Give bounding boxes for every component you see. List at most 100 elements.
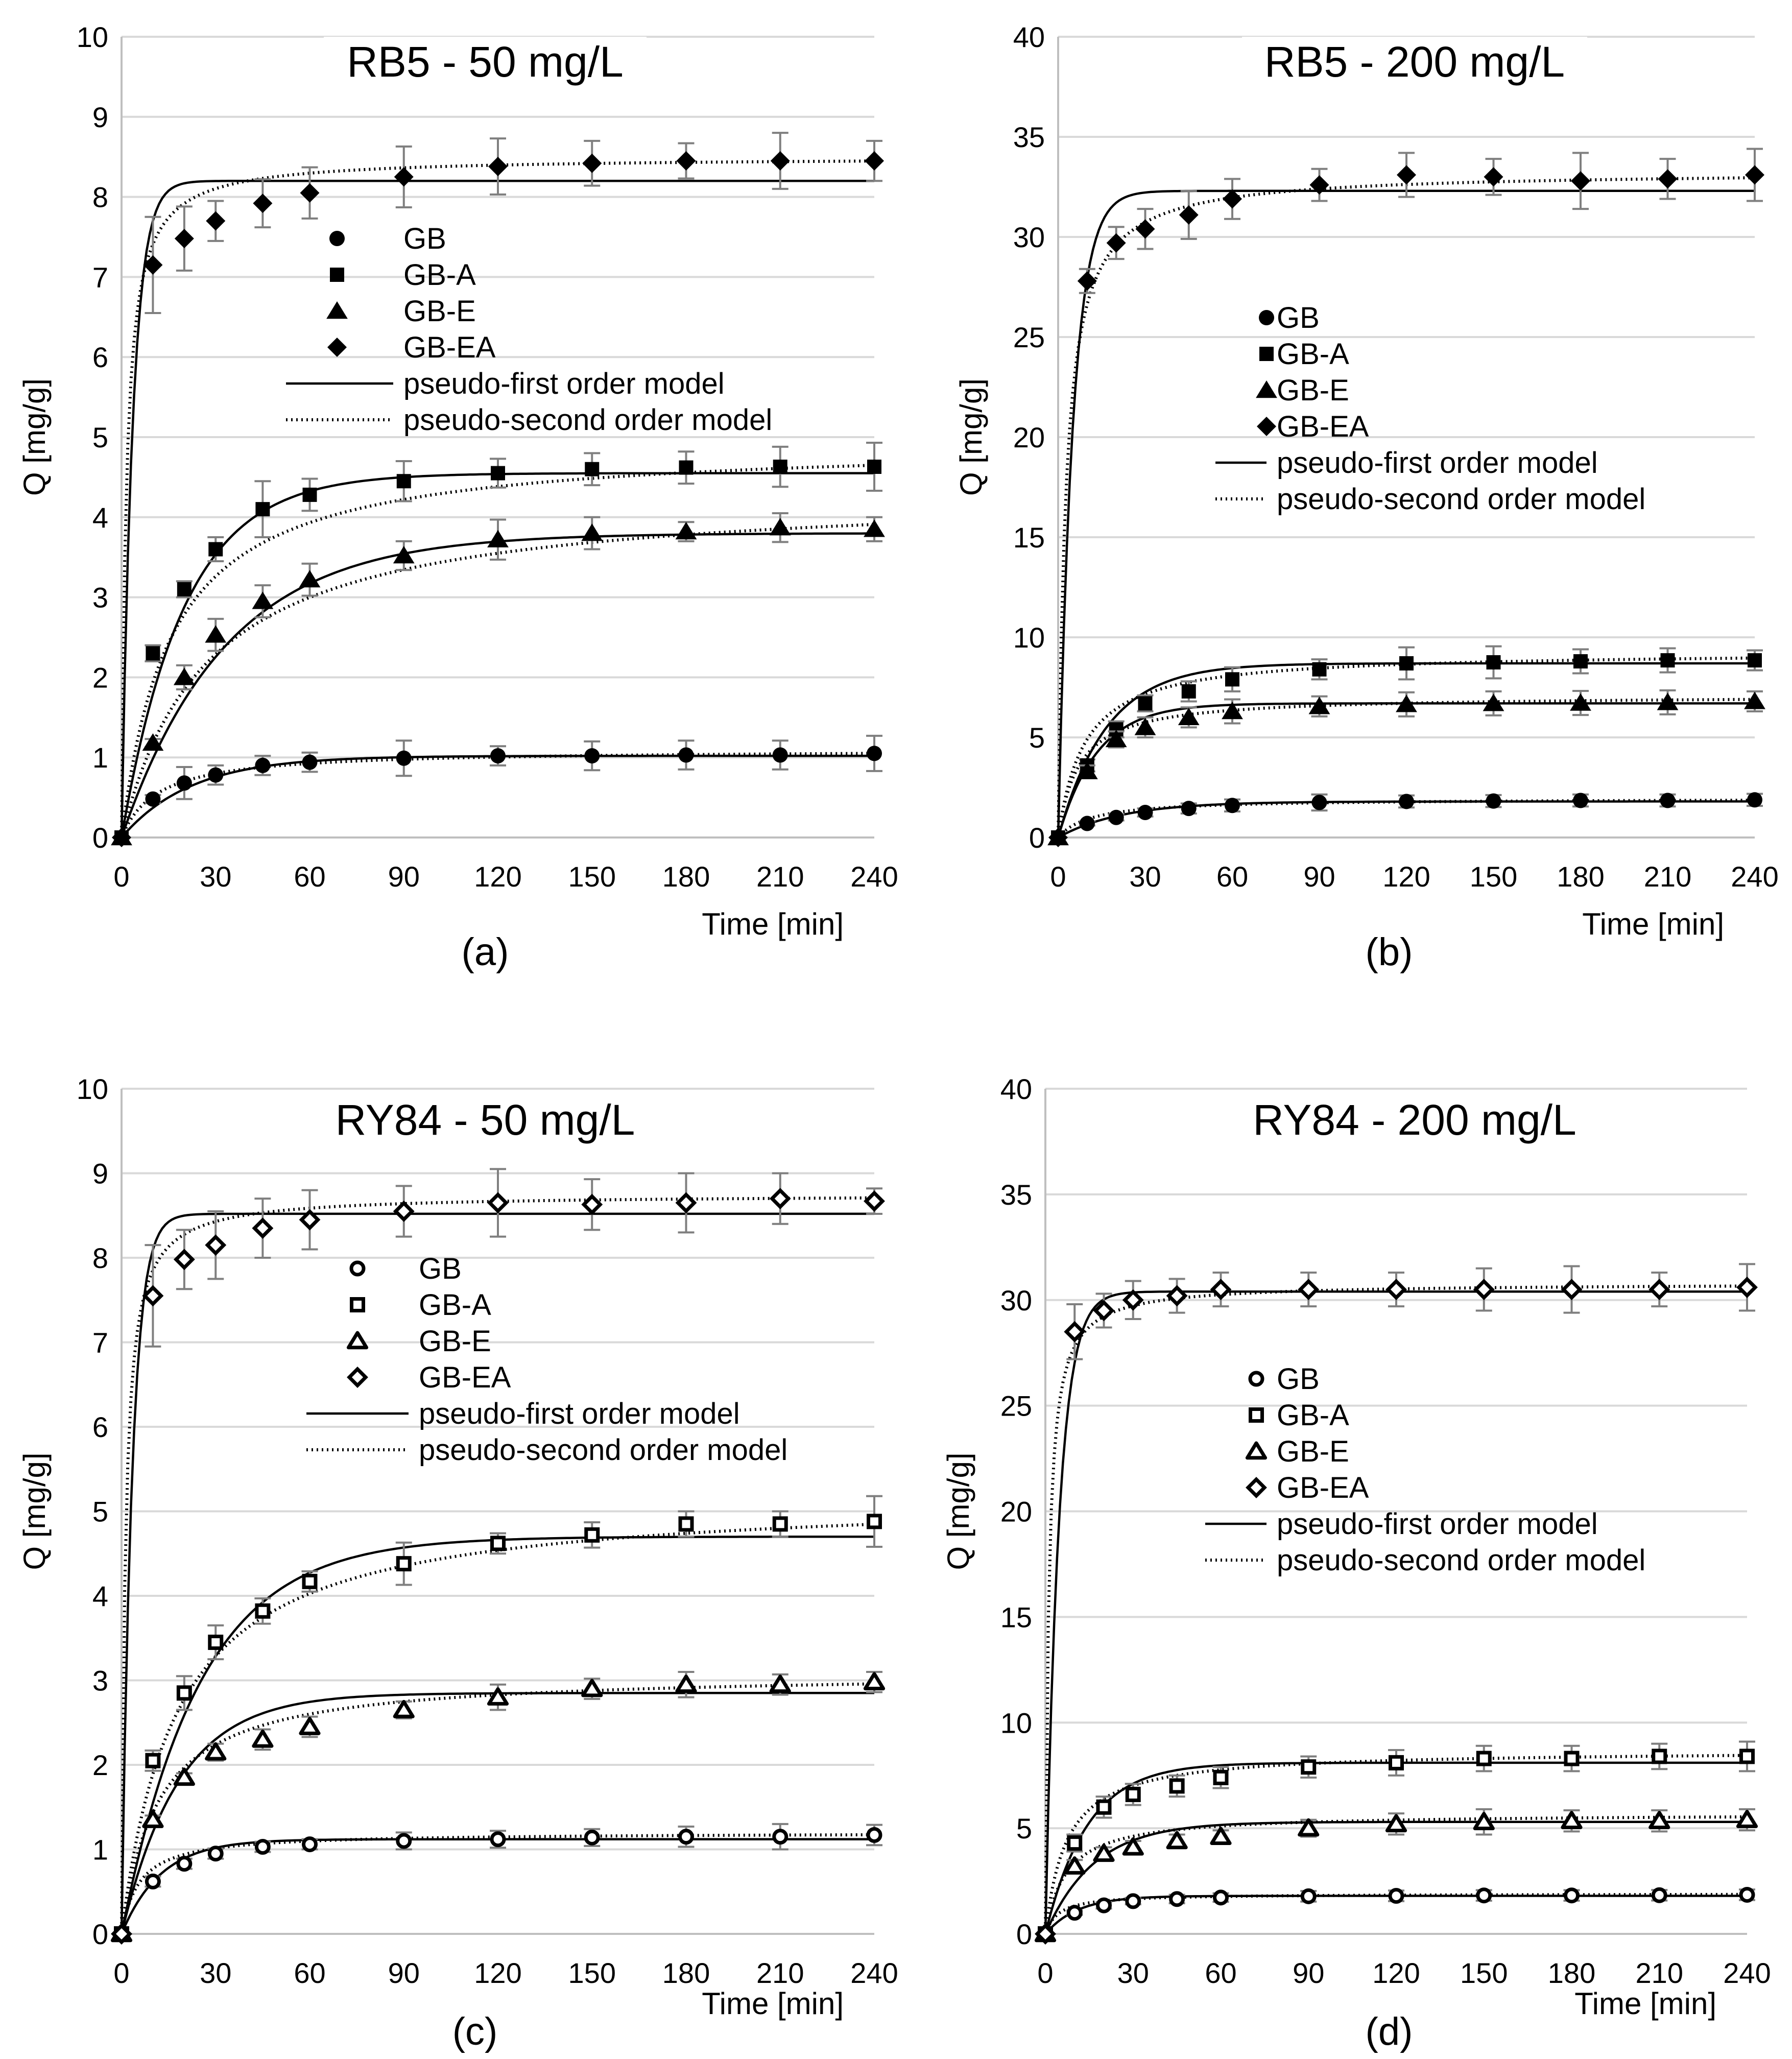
legend-marker-gb — [1248, 1371, 1264, 1387]
data-point-gb-e — [1210, 1827, 1232, 1845]
data-point-gb-ea — [142, 1285, 164, 1307]
data-point-gb — [584, 748, 600, 764]
data-point-gb — [1066, 1905, 1083, 1921]
data-point-gb-a — [1125, 1786, 1141, 1802]
data-point-gb-ea — [173, 1249, 195, 1271]
legend-marker-gb-e — [1245, 1441, 1268, 1460]
x-tick-label: 210 — [756, 1957, 804, 1989]
data-point-gb-e — [487, 530, 509, 547]
legend-label-gb: GB — [1277, 1362, 1320, 1396]
y-tick-label: 10 — [77, 1073, 108, 1105]
legend-label-pfo: pseudo-first order model — [419, 1397, 740, 1430]
data-point-gb-e — [1134, 717, 1156, 735]
data-point-gb-ea — [1658, 169, 1678, 189]
data-point-gb-ea — [770, 151, 790, 171]
data-point-gb-e — [142, 1810, 164, 1828]
y-axis-title: Q [mg/g] — [17, 1452, 52, 1570]
x-tick-label: 120 — [474, 1957, 521, 1989]
data-point-gb-a — [1476, 1751, 1492, 1766]
chart-title: RY84 - 50 mg/L — [336, 1096, 635, 1144]
data-point-gb-e — [252, 1729, 274, 1748]
data-point-gb — [1225, 798, 1240, 813]
data-point-gb-e — [581, 523, 603, 541]
data-point-gb-ea — [1223, 189, 1242, 209]
legend-label-gb: GB — [419, 1252, 462, 1285]
y-tick-label: 8 — [92, 1242, 108, 1274]
x-tick-label: 120 — [1382, 860, 1430, 893]
legend-label-gb-e: GB-E — [1277, 1435, 1349, 1468]
y-tick-label: 20 — [1000, 1496, 1032, 1528]
data-point-gb-ea — [394, 167, 414, 187]
data-point-gb-a — [396, 474, 411, 489]
data-point-gb-e — [1385, 1814, 1407, 1833]
data-point-gb-ea — [1064, 1321, 1086, 1343]
data-point-gb-e — [863, 1672, 886, 1691]
data-point-gb-a — [1389, 1755, 1404, 1770]
data-point-gb — [1300, 1888, 1317, 1904]
data-point-gb-e — [1483, 693, 1504, 711]
pso-curve-gb — [120, 1833, 874, 1934]
data-point-gb-ea — [488, 157, 508, 177]
data-point-gb-ea — [1385, 1279, 1407, 1301]
y-tick-label: 1 — [92, 741, 108, 774]
data-point-gb — [1108, 809, 1124, 825]
y-tick-label: 8 — [92, 181, 108, 213]
data-point-gb-ea — [1484, 167, 1503, 187]
legend-marker-gb-a — [1249, 1407, 1264, 1423]
data-point-gb-ea — [1648, 1279, 1670, 1301]
data-point-gb-ea — [206, 211, 226, 231]
chart-panel-4: 0 5 10 15 20 25 30 35 40 0 30 60 90 120 150 180 210 240Ti… — [941, 1073, 1771, 2053]
x-tick-label: 90 — [1293, 1957, 1324, 1989]
data-point-gb — [396, 1833, 412, 1849]
data-point-gb-a — [1181, 684, 1196, 699]
data-point-gb-e — [1744, 691, 1765, 709]
y-tick-label: 6 — [92, 341, 108, 373]
data-point-gb-a — [772, 1516, 788, 1532]
data-point-gb-ea — [1135, 219, 1155, 239]
data-point-gb — [302, 754, 318, 770]
data-point-gb-a — [1399, 656, 1414, 671]
data-point-gb-e — [675, 522, 697, 540]
x-tick-label: 0 — [1050, 860, 1066, 893]
data-point-gb-ea — [205, 1234, 227, 1256]
y-tick-label: 20 — [1013, 421, 1045, 453]
data-point-gb-ea — [1745, 165, 1764, 185]
data-point-gb — [1181, 801, 1197, 817]
data-point-gb — [208, 767, 224, 783]
data-point-gb-a — [208, 1635, 224, 1650]
data-point-gb-e — [1076, 761, 1098, 779]
legend-label-gb-a: GB-A — [403, 258, 476, 292]
chart-title-background — [1242, 37, 1587, 88]
x-tick-label: 30 — [200, 860, 231, 893]
data-point-gb — [1573, 793, 1588, 808]
data-point-gb-a — [867, 460, 881, 474]
legend-marker-gb — [1259, 310, 1274, 325]
data-point-gb-a — [1739, 1749, 1755, 1764]
data-point-gb — [145, 791, 161, 807]
data-point-gb-a — [1573, 654, 1588, 669]
legend-marker-gb-ea — [1257, 417, 1276, 436]
y-tick-label: 40 — [1013, 21, 1045, 53]
data-point-gb-a — [584, 1527, 600, 1543]
y-axis-title: Q [mg/g] — [941, 1452, 975, 1570]
data-point-gb-a — [1652, 1749, 1667, 1764]
x-axis-title: Time [min] — [1582, 907, 1724, 941]
data-point-gb-a — [1301, 1759, 1317, 1775]
data-point-gb-ea — [581, 1193, 603, 1215]
x-tick-label: 60 — [294, 860, 325, 893]
y-tick-label: 9 — [92, 1158, 108, 1190]
data-point-gb-ea — [1736, 1276, 1758, 1298]
legend-marker-gb-e — [346, 1331, 369, 1350]
y-tick-label: 2 — [92, 1749, 108, 1781]
legend-label-gb-a: GB-A — [419, 1288, 491, 1322]
data-point-gb-e — [487, 1687, 509, 1706]
legend-marker-gb-e — [326, 301, 348, 319]
data-point-gb-a — [208, 542, 223, 557]
data-point-gb-e — [769, 518, 791, 536]
chart-title: RB5 - 200 mg/L — [1264, 38, 1565, 86]
data-point-gb-ea — [1561, 1279, 1583, 1301]
legend-label-gb-ea: GB-EA — [403, 331, 496, 364]
y-tick-label: 35 — [1013, 121, 1045, 153]
data-point-gb — [145, 1873, 161, 1889]
